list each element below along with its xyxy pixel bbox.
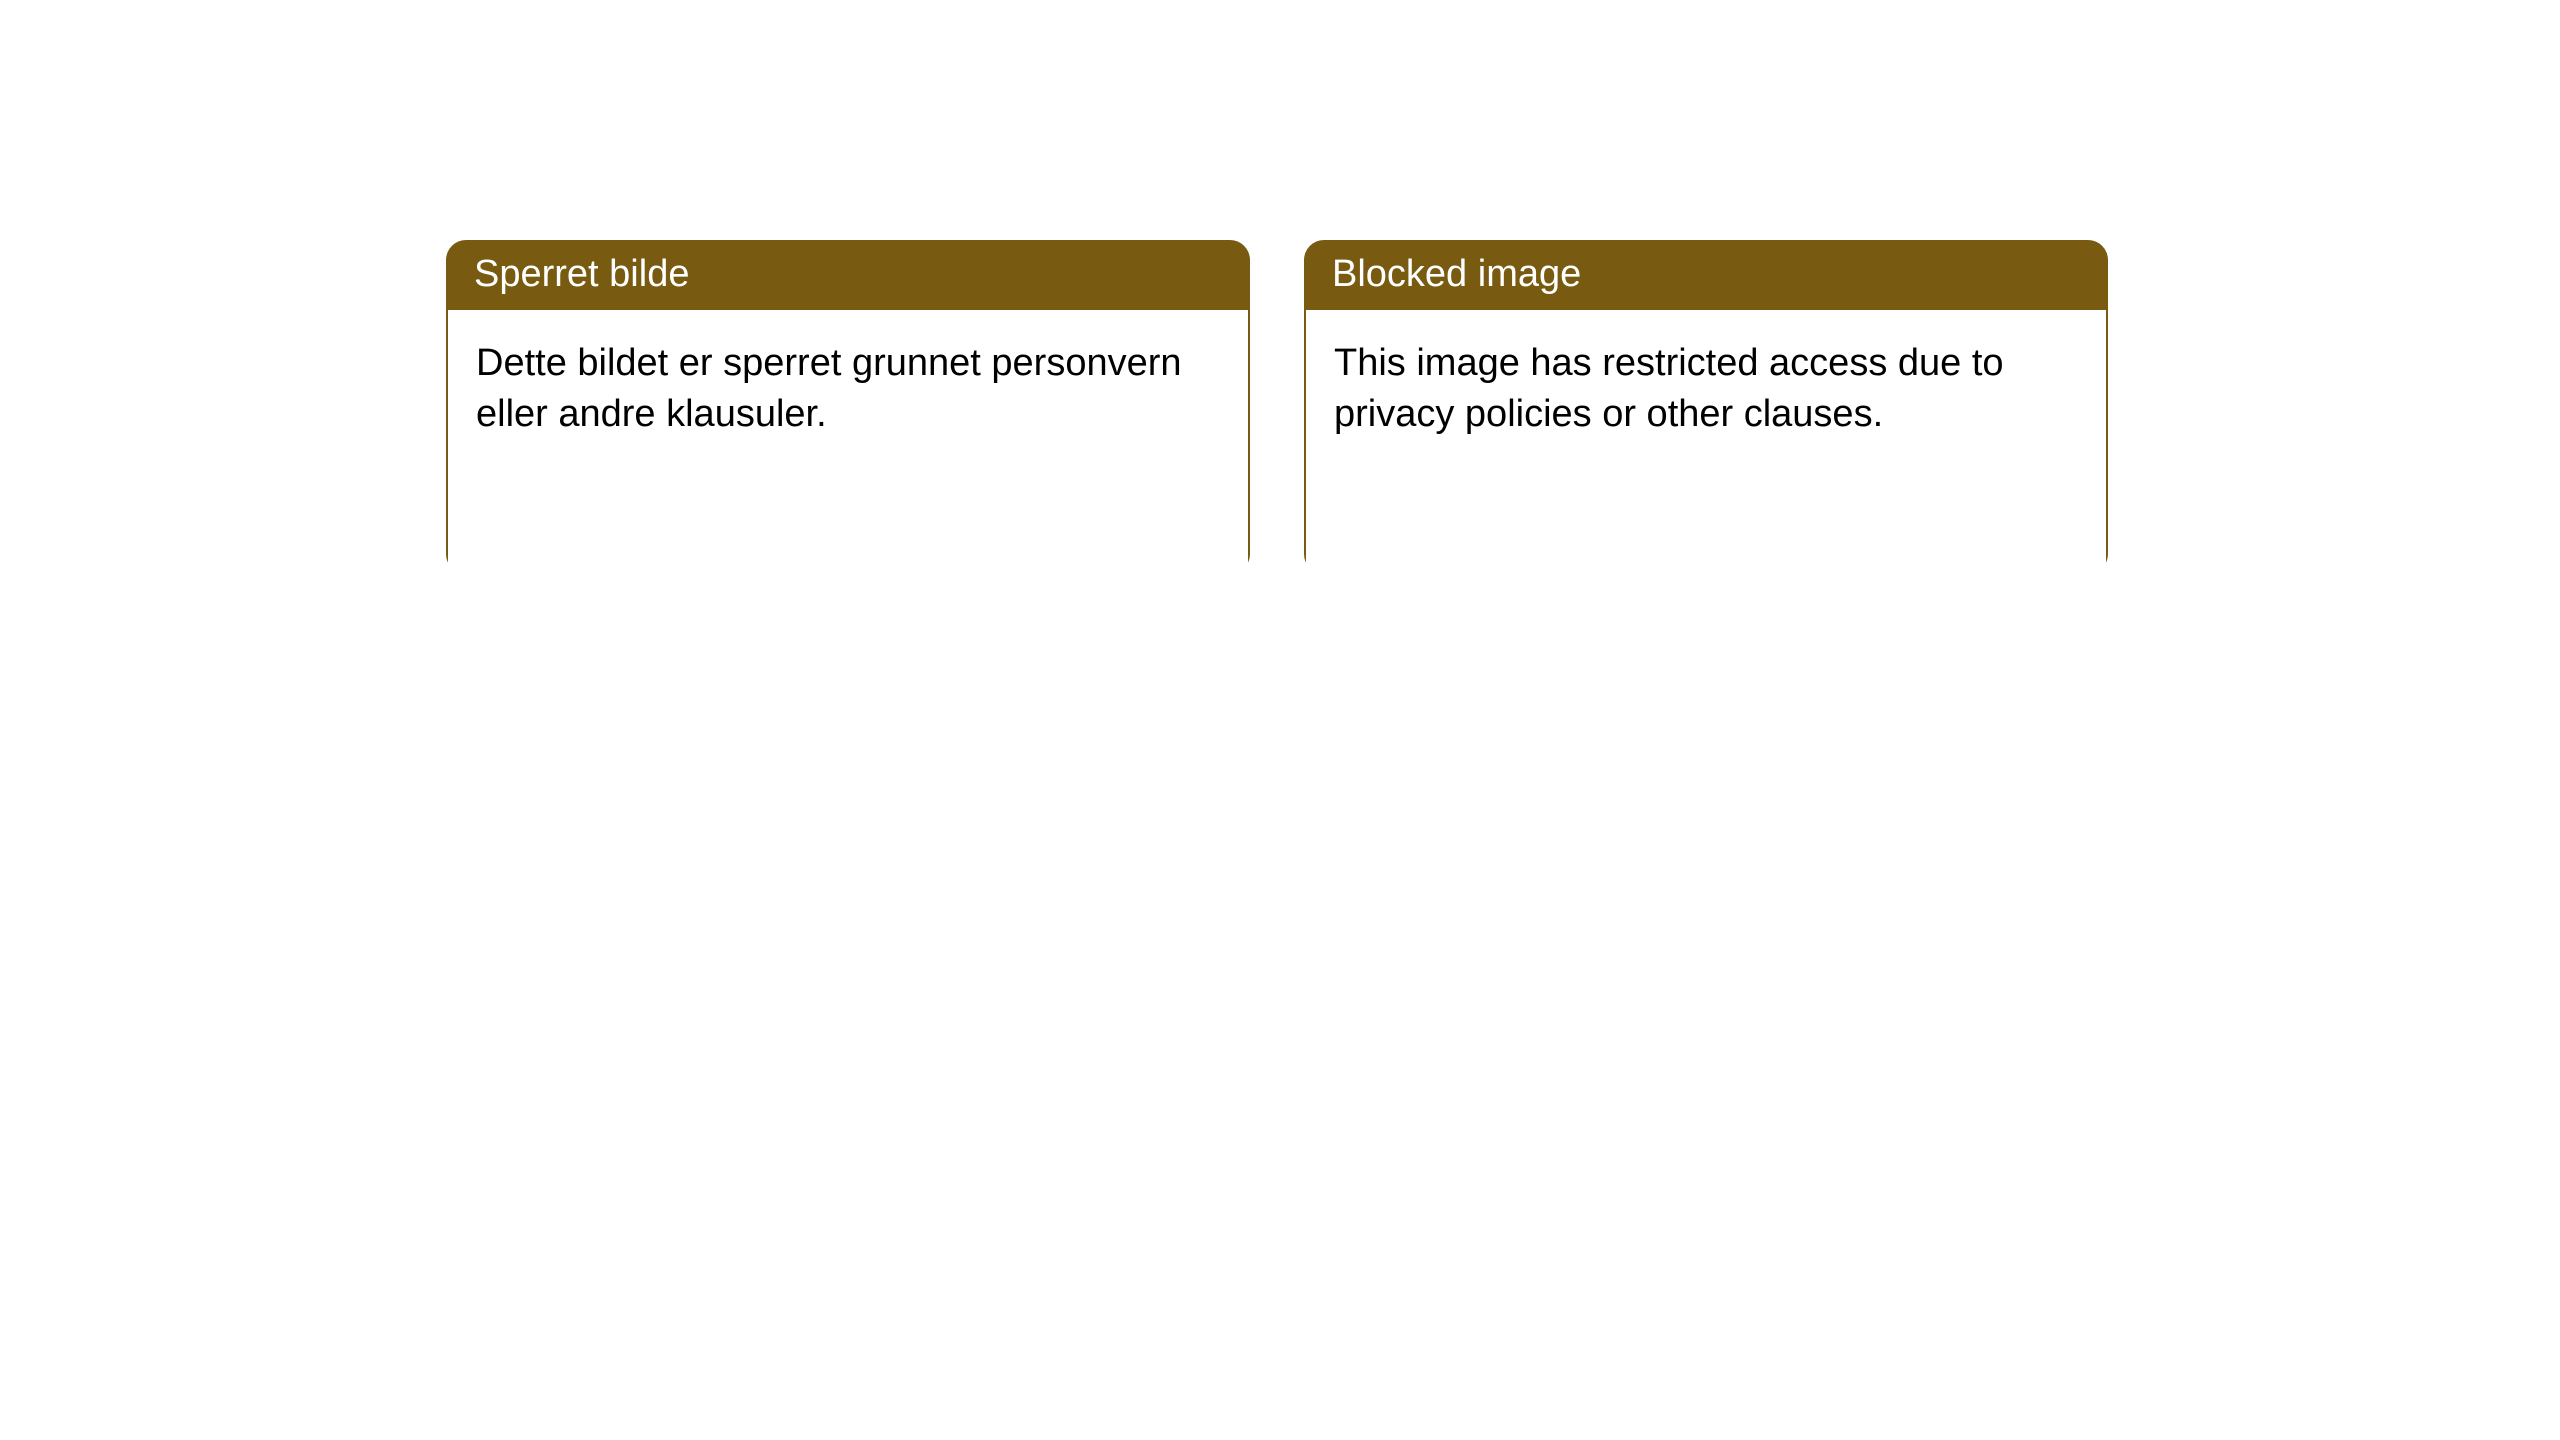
notice-card-header: Blocked image [1304,240,2108,310]
notice-card-body: This image has restricted access due to … [1304,310,2108,574]
notice-card-norwegian: Sperret bilde Dette bildet er sperret gr… [446,240,1250,574]
notice-cards-container: Sperret bilde Dette bildet er sperret gr… [446,240,2108,574]
notice-card-body: Dette bildet er sperret grunnet personve… [446,310,1250,574]
notice-card-header: Sperret bilde [446,240,1250,310]
notice-card-english: Blocked image This image has restricted … [1304,240,2108,574]
